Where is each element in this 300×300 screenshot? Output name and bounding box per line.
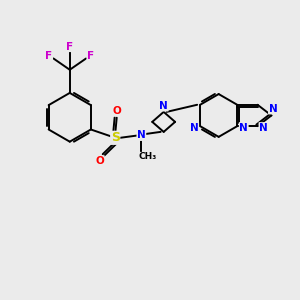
Text: F: F (87, 51, 94, 61)
Text: N: N (268, 104, 277, 114)
Text: CH₃: CH₃ (139, 152, 157, 161)
Text: N: N (190, 123, 199, 133)
Text: N: N (137, 130, 146, 140)
Text: N: N (259, 123, 268, 133)
Text: N: N (239, 123, 248, 133)
Text: F: F (45, 51, 52, 61)
Text: S: S (111, 131, 120, 144)
Text: N: N (159, 101, 168, 111)
Text: F: F (66, 42, 73, 52)
Text: O: O (95, 156, 104, 166)
Text: O: O (113, 106, 122, 116)
